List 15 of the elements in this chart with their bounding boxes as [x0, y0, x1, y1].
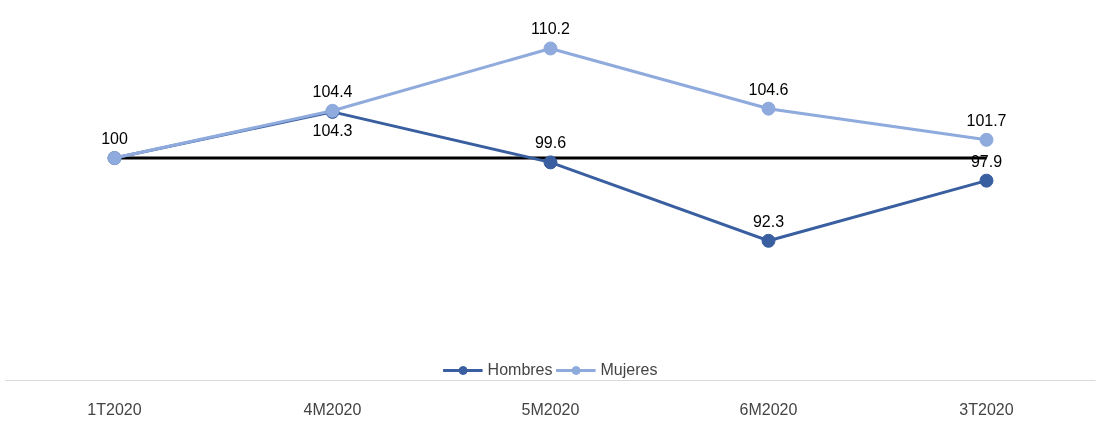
x-tick-label: 3T2020	[959, 400, 1014, 418]
data-label: 104.3	[312, 121, 353, 139]
legend-label: Hombres	[487, 361, 553, 379]
x-tick-label: 1T2020	[87, 400, 142, 418]
data-label: 104.6	[748, 80, 789, 98]
x-tick-label: 5M2020	[521, 400, 580, 418]
data-label: 110.2	[531, 20, 571, 38]
data-label: 101.7	[966, 111, 1007, 129]
data-label: 99.6	[534, 134, 567, 152]
x-tick-label: 6M2020	[739, 400, 798, 418]
data-label: 100	[101, 130, 128, 148]
data-label: 104.4	[312, 82, 353, 100]
legend-label: Mujeres	[600, 361, 658, 379]
x-tick-label: 4M2020	[303, 400, 362, 418]
data-label: 92.3	[752, 212, 785, 230]
